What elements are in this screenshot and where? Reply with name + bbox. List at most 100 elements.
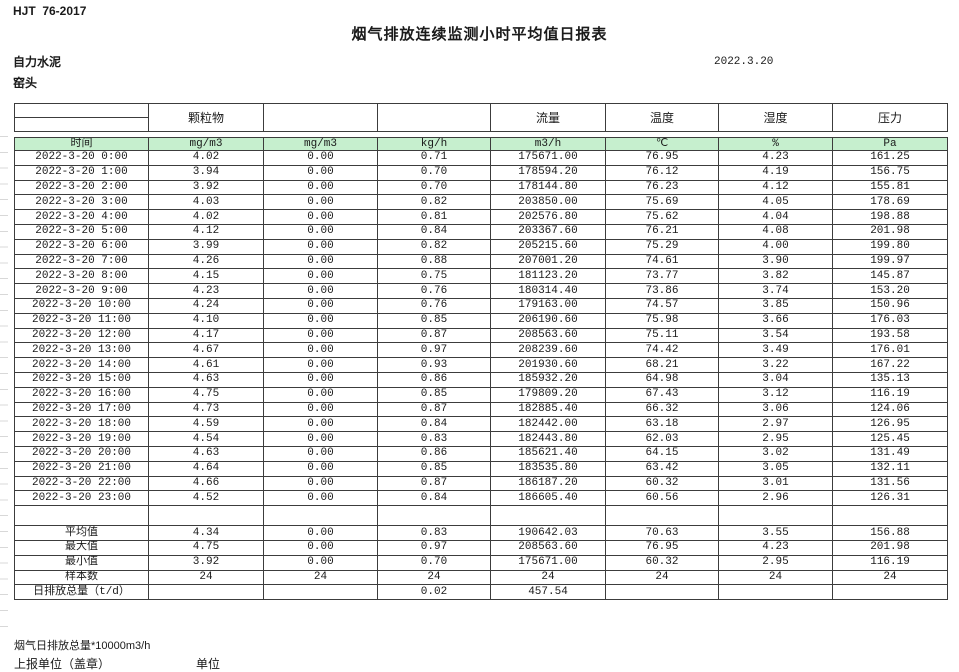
value-cell: 0.76	[377, 297, 491, 314]
value-cell: 73.77	[605, 268, 719, 285]
blank-cell	[14, 505, 149, 527]
hourly-data-row: 2022-3-20 19:00 4.54 0.00 0.83 182443.80 62.0…	[14, 431, 948, 447]
value-cell: 4.23	[718, 539, 833, 556]
time-cell: 2022-3-20 19:00	[14, 431, 149, 447]
value-cell: 0.00	[263, 475, 378, 492]
value-cell: 24	[605, 569, 719, 586]
value-cell: 0.84	[377, 416, 491, 433]
value-cell: 199.97	[832, 253, 948, 270]
value-cell: 4.15	[148, 268, 264, 285]
value-cell: 207001.20	[490, 253, 606, 270]
summary-label-cell: 日排放总量（t/d）	[14, 584, 149, 601]
time-cell: 2022-3-20 14:00	[14, 357, 149, 373]
value-cell: 0.87	[377, 401, 491, 418]
time-cell: 2022-3-20 13:00	[14, 342, 149, 359]
value-cell: 0.00	[263, 238, 378, 255]
value-cell: 135.13	[832, 371, 948, 388]
value-cell: 75.69	[605, 194, 719, 211]
blank-cell	[605, 505, 719, 527]
hourly-data-row: 2022-3-20 3:00 4.03 0.00 0.82 203850.00 75.69…	[14, 194, 948, 211]
value-cell: 3.12	[718, 386, 833, 403]
value-cell: 0.00	[263, 268, 378, 285]
blank-cell	[377, 505, 491, 527]
value-cell: 0.87	[377, 327, 491, 344]
summary-row: 日排放总量（t/d） 0.02 457.54	[14, 584, 948, 601]
value-cell: 0.00	[263, 431, 378, 447]
value-cell: 178594.20	[490, 164, 606, 181]
value-cell: 4.61	[148, 357, 264, 373]
header-pressure: 压力	[832, 103, 948, 132]
value-cell: 190642.03	[490, 525, 606, 541]
value-cell	[832, 584, 948, 601]
value-cell: 208239.60	[490, 342, 606, 359]
value-cell: 0.82	[377, 238, 491, 255]
unit-cell: %	[718, 137, 833, 151]
value-cell: 3.92	[148, 554, 264, 571]
value-cell: 3.94	[148, 164, 264, 181]
unit-row: 时间 mg/m3 mg/m3 kg/h m3/h ℃ % Pa	[14, 137, 948, 151]
value-cell: 0.85	[377, 312, 491, 329]
value-cell: 0.75	[377, 268, 491, 285]
value-cell: 4.75	[148, 539, 264, 556]
value-cell: 0.71	[377, 150, 491, 166]
hourly-data-row: 2022-3-20 16:00 4.75 0.00 0.85 179809.20 67.4…	[14, 386, 948, 403]
value-cell: 124.06	[832, 401, 948, 418]
hourly-data-row: 2022-3-20 7:00 4.26 0.00 0.88 207001.20 74.61…	[14, 253, 948, 270]
value-cell: 203367.60	[490, 223, 606, 240]
value-cell: 0.70	[377, 179, 491, 196]
value-cell: 0.00	[263, 490, 378, 507]
summary-row: 最大值 4.75 0.00 0.97 208563.60 76.95 4.23 201.98	[14, 539, 948, 556]
value-cell	[263, 584, 378, 601]
value-cell: 4.73	[148, 401, 264, 418]
header-blank-cell	[263, 103, 378, 132]
page-title: 烟气排放连续监测小时平均值日报表	[351, 26, 608, 43]
value-cell: 3.05	[718, 460, 833, 477]
value-cell: 74.61	[605, 253, 719, 270]
time-cell: 2022-3-20 18:00	[14, 416, 149, 433]
value-cell: 4.04	[718, 209, 833, 225]
value-cell: 3.74	[718, 283, 833, 299]
value-cell: 60.32	[605, 475, 719, 492]
value-cell: 76.23	[605, 179, 719, 196]
value-cell: 156.75	[832, 164, 948, 181]
value-cell: 176.01	[832, 342, 948, 359]
hourly-data-row: 2022-3-20 6:00 3.99 0.00 0.82 205215.60 75.29…	[14, 238, 948, 255]
value-cell: 180314.40	[490, 283, 606, 299]
unit-cell: mg/m3	[263, 137, 378, 151]
header-humidity: 湿度	[718, 103, 833, 132]
value-cell: 126.31	[832, 490, 948, 507]
summary-label-cell: 最大值	[14, 539, 149, 556]
gridline-remnants	[0, 136, 8, 631]
unit-cell: m3/h	[490, 137, 606, 151]
value-cell: 0.70	[377, 554, 491, 571]
value-cell: 199.80	[832, 238, 948, 255]
hourly-data-row: 2022-3-20 15:00 4.63 0.00 0.86 185932.20 64.9…	[14, 371, 948, 388]
value-cell: 76.21	[605, 223, 719, 240]
value-cell: 205215.60	[490, 238, 606, 255]
unit-cell: Pa	[832, 137, 948, 151]
time-cell: 2022-3-20 16:00	[14, 386, 149, 403]
value-cell: 0.00	[263, 445, 378, 462]
value-cell: 4.63	[148, 371, 264, 388]
value-cell: 131.56	[832, 475, 948, 492]
value-cell: 62.03	[605, 431, 719, 447]
report-table-header: 颗粒物 流量 温度 湿度 压力	[14, 103, 948, 132]
daily-total-note: 烟气日排放总量*10000m3/h	[14, 640, 151, 652]
value-cell: 75.11	[605, 327, 719, 344]
value-cell: 0.85	[377, 386, 491, 403]
header-blank-cell	[14, 103, 149, 118]
hourly-data-row: 2022-3-20 14:00 4.61 0.00 0.93 201930.60 68.2…	[14, 357, 948, 373]
value-cell: 3.92	[148, 179, 264, 196]
value-cell: 0.00	[263, 357, 378, 373]
blank-cell	[148, 505, 264, 527]
value-cell: 0.97	[377, 342, 491, 359]
value-cell: 4.17	[148, 327, 264, 344]
value-cell: 4.08	[718, 223, 833, 240]
value-cell: 125.45	[832, 431, 948, 447]
value-cell: 0.76	[377, 283, 491, 299]
value-cell: 3.99	[148, 238, 264, 255]
report-table-body: 时间 mg/m3 mg/m3 kg/h m3/h ℃ % Pa 2022-3-2…	[14, 137, 948, 601]
spacer-row	[14, 505, 948, 527]
value-cell: 0.00	[263, 371, 378, 388]
hourly-data-row: 2022-3-20 0:00 4.02 0.00 0.71 175671.00 76.95…	[14, 150, 948, 166]
